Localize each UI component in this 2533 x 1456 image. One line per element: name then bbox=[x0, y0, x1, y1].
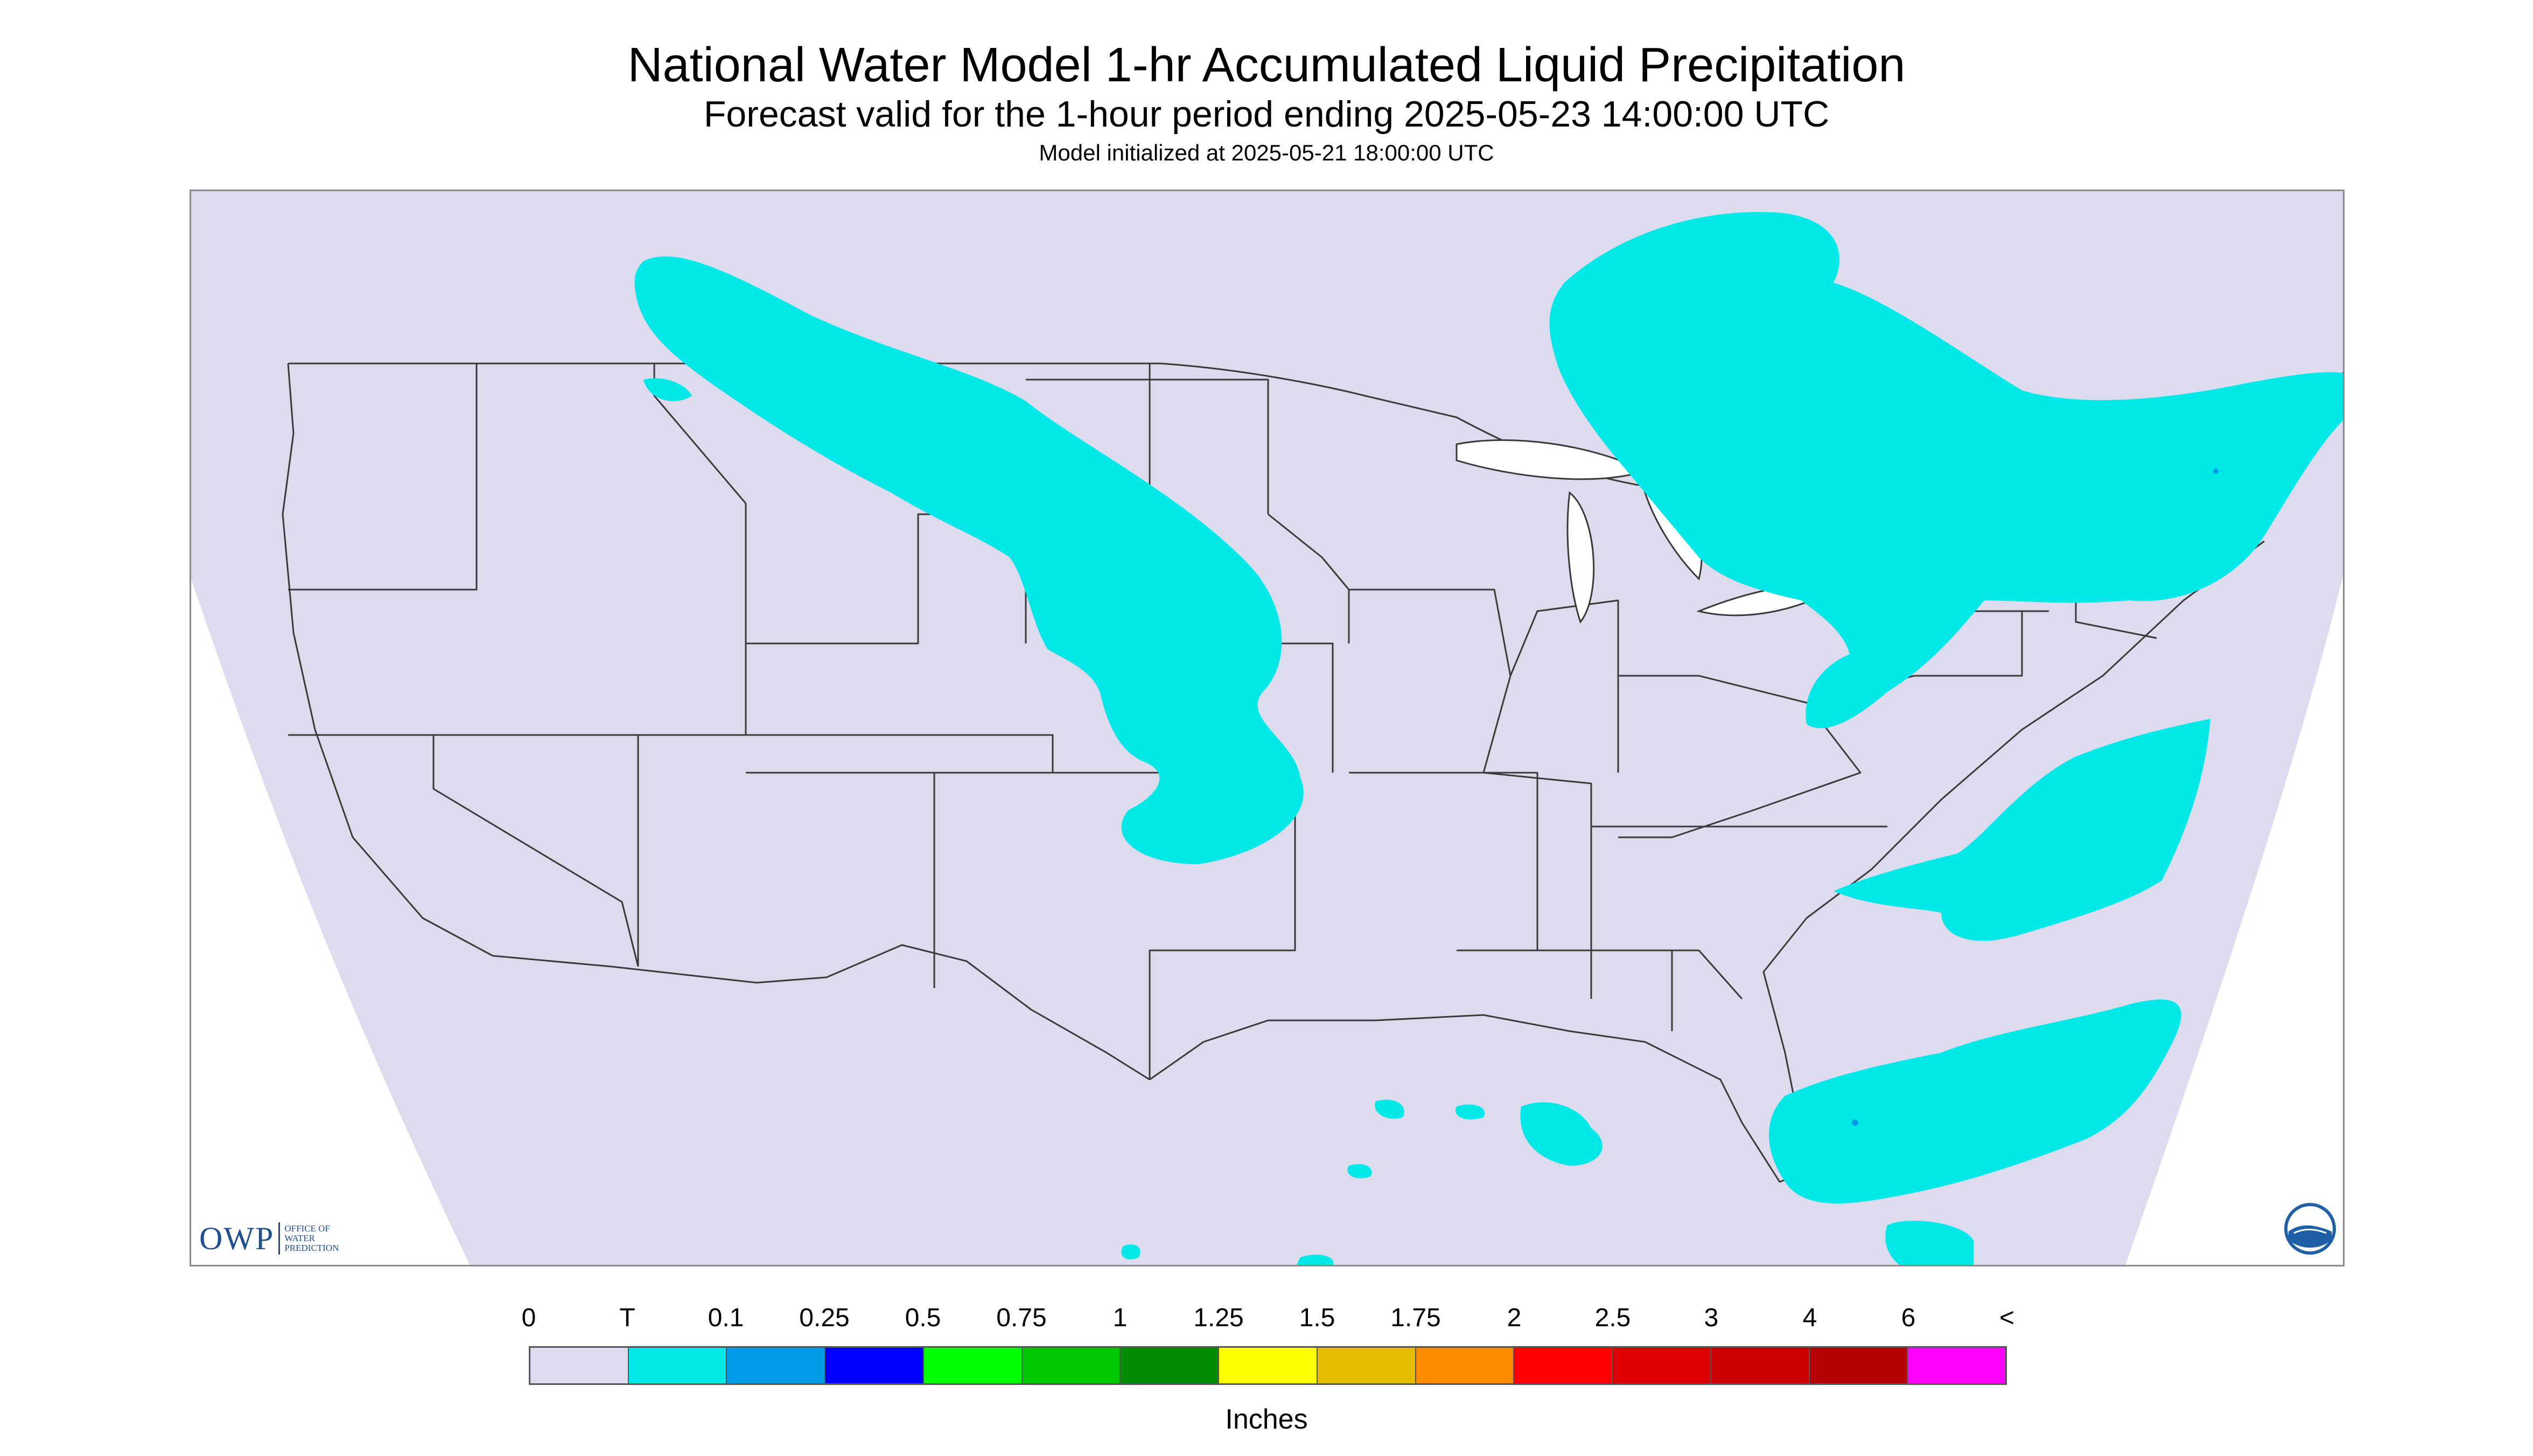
legend-swatch bbox=[825, 1348, 924, 1383]
legend-label: 1.5 bbox=[1299, 1304, 1335, 1332]
page-title: National Water Model 1-hr Accumulated Li… bbox=[627, 38, 1906, 92]
legend-swatch bbox=[530, 1348, 629, 1383]
legend-label: T bbox=[619, 1304, 635, 1332]
legend-colorbar bbox=[529, 1346, 2007, 1385]
legend-label: 4 bbox=[1802, 1304, 1817, 1332]
noaa-logo-icon bbox=[2284, 1203, 2336, 1255]
legend-label: 2.5 bbox=[1594, 1304, 1631, 1332]
legend-swatch bbox=[1219, 1348, 1318, 1383]
map-svg bbox=[191, 191, 2343, 1265]
legend-swatch bbox=[1711, 1348, 1810, 1383]
model-init-text: Model initialized at 2025-05-21 18:00:00… bbox=[1039, 140, 1494, 165]
legend-label: 0.1 bbox=[708, 1304, 744, 1332]
precip-atlantic-band bbox=[1834, 719, 2210, 941]
legend-swatch bbox=[628, 1348, 727, 1383]
legend-swatch bbox=[923, 1348, 1023, 1383]
owp-logo-mark: OWP bbox=[199, 1220, 275, 1256]
owp-logo-text: Office of Water Prediction bbox=[284, 1223, 339, 1253]
precip-areas bbox=[634, 212, 2343, 1265]
legend-swatch bbox=[1809, 1348, 1908, 1383]
legend-swatch bbox=[1317, 1348, 1416, 1383]
legend-label: 2 bbox=[1507, 1304, 1522, 1332]
legend-label: 0.5 bbox=[905, 1304, 941, 1332]
legend-units: Inches bbox=[1225, 1404, 1308, 1435]
legend-swatch bbox=[1022, 1348, 1121, 1383]
legend-label: 0.75 bbox=[996, 1304, 1047, 1332]
precip-heavy-spots bbox=[1852, 468, 2219, 1126]
legend-swatch bbox=[1613, 1348, 1711, 1383]
legend-label: 0 bbox=[521, 1304, 536, 1332]
precip-northeast-band bbox=[1549, 212, 2343, 729]
legend-label: 1.25 bbox=[1193, 1304, 1244, 1332]
legend-label: < bbox=[1999, 1304, 2015, 1332]
legend-label: 0.25 bbox=[799, 1304, 850, 1332]
legend-swatch bbox=[1908, 1348, 2006, 1383]
legend-label: 6 bbox=[1901, 1304, 1916, 1332]
owp-logo: OWP Office of Water Prediction bbox=[199, 1220, 339, 1257]
page-subtitle: Forecast valid for the 1-hour period end… bbox=[703, 94, 1830, 135]
legend-swatch bbox=[727, 1348, 826, 1383]
legend-label: 1.75 bbox=[1390, 1304, 1441, 1332]
map-frame[interactable] bbox=[190, 190, 2345, 1266]
legend-swatch bbox=[1416, 1348, 1515, 1383]
precip-plains-band bbox=[634, 256, 1304, 865]
legend-swatch bbox=[1121, 1348, 1220, 1383]
legend-label: 3 bbox=[1704, 1304, 1719, 1332]
owp-logo-divider bbox=[278, 1222, 281, 1255]
legend-labels: 0 T 0.1 0.25 0.5 0.75 1 1.25 1.5 1.75 2 2.5 3 4 6 < bbox=[0, 1303, 2533, 1335]
precip-florida-band bbox=[1769, 999, 2181, 1203]
legend-swatch bbox=[1514, 1348, 1613, 1383]
legend-label: 1 bbox=[1112, 1304, 1128, 1332]
